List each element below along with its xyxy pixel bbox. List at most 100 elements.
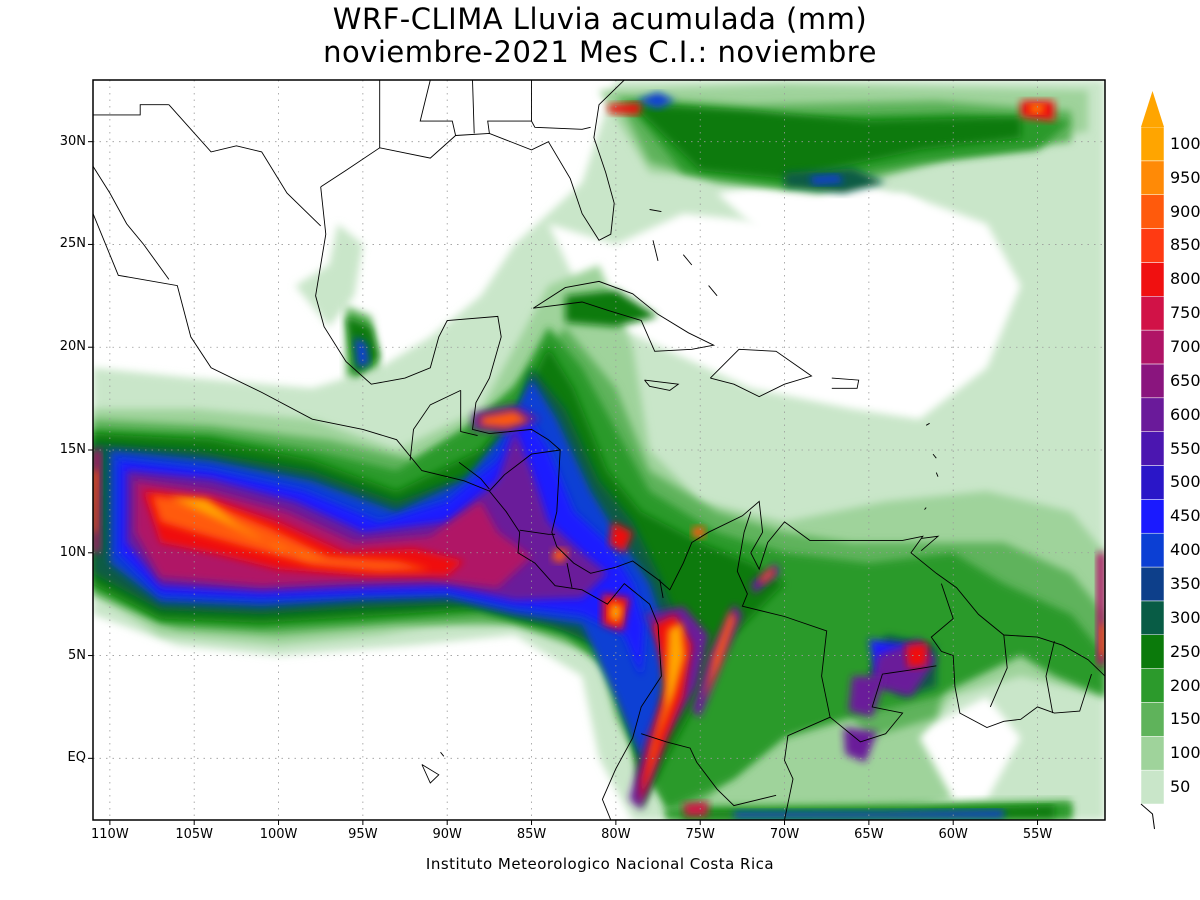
rainfall-contour-250 — [632, 104, 1021, 179]
legend-swatch — [1140, 499, 1165, 534]
legend-swatch — [1140, 769, 1165, 805]
coastline-segment — [458, 461, 490, 490]
legend-swatch — [1140, 702, 1165, 737]
coastline-segment — [925, 422, 930, 426]
legend-swatch — [1140, 126, 1165, 162]
legend-swatch — [1140, 600, 1165, 636]
rainfall-contour-400 — [354, 336, 370, 368]
coastline-segment — [315, 186, 1105, 677]
rainfall-contour-50 — [295, 223, 363, 327]
rainfall-contour-900 — [1099, 624, 1105, 656]
legend-swatch — [1140, 160, 1165, 195]
legend-swatch — [1140, 296, 1165, 331]
rainfall-contour-600 — [843, 727, 878, 763]
coastline-segment — [472, 80, 475, 134]
coastline-segment — [421, 764, 440, 784]
rainfall-contour-900 — [551, 548, 569, 564]
rainfall-contour-800 — [609, 521, 633, 553]
rainfall-contour-900 — [480, 410, 529, 428]
coastline-segment — [168, 104, 322, 227]
legend-label: 700 — [1170, 337, 1200, 357]
rainfall-contour-800 — [607, 102, 642, 115]
lon-tick-label: 75W — [685, 827, 715, 842]
lon-tick-label: 105W — [175, 827, 214, 842]
coastline-segment — [519, 529, 556, 535]
legend-label: 350 — [1170, 573, 1200, 593]
coastline-segment — [649, 209, 662, 213]
lat-tick-label: 20N — [59, 339, 86, 355]
coastline-segment — [831, 377, 860, 389]
coastline-segment — [930, 583, 1092, 728]
coastline-segment — [935, 472, 939, 477]
lon-tick-label: 100W — [259, 827, 298, 842]
legend-label: 300 — [1170, 607, 1200, 627]
lat-tick-label: 5N — [68, 647, 86, 663]
legend-label: 850 — [1170, 235, 1200, 255]
coastline-segment — [696, 762, 777, 807]
lon-tick-label: 80W — [601, 827, 631, 842]
coastline-segment — [736, 511, 831, 820]
coastline-segment — [531, 120, 591, 130]
coastline-segment — [532, 280, 716, 352]
rainfall-contour-900 — [691, 526, 706, 539]
lat-tick-label: 15N — [59, 442, 86, 457]
coastline-segment — [709, 348, 813, 398]
coastline-segment — [920, 535, 940, 552]
legend-swatch — [1140, 431, 1165, 466]
legend-swatch — [1140, 634, 1165, 669]
rainfall-contour-900 — [759, 567, 775, 584]
coastline-segment — [644, 379, 680, 391]
coastline-segment — [460, 390, 478, 437]
lon-tick-label: 70W — [769, 827, 800, 842]
legend-swatch — [1140, 532, 1165, 568]
axis-ticks — [88, 141, 1039, 825]
rainfall-contour-400 — [809, 174, 844, 185]
legend-swatch — [1140, 228, 1165, 263]
map-title-line1: WRF-CLIMA Lluvia acumulada (mm) — [332, 2, 868, 36]
coastline-segment — [93, 166, 170, 280]
rainfall-contour-1000 — [609, 602, 623, 623]
legend-label: 150 — [1170, 709, 1200, 729]
lon-tick-label: 95W — [348, 827, 378, 842]
lon-tick-label: 65W — [854, 827, 884, 842]
legend-label: 250 — [1170, 641, 1200, 661]
coastline-segment — [641, 733, 698, 763]
legend-label: 200 — [1170, 675, 1200, 695]
coastline-segment — [566, 563, 573, 588]
legend-swatch — [1140, 194, 1165, 229]
coastline-segment — [1045, 641, 1055, 714]
legend-swatch — [1140, 465, 1165, 500]
legend-arrow-top — [1141, 91, 1164, 127]
rainfall-contour-250 — [565, 289, 658, 327]
dry-area — [717, 172, 937, 265]
legend-swatch — [1140, 566, 1165, 602]
coastline-segment — [320, 80, 625, 241]
legend-swatch — [1140, 262, 1165, 297]
legend-swatch — [1140, 397, 1165, 432]
lon-tick-label: 60W — [938, 827, 968, 842]
rainfall-field — [93, 80, 1105, 820]
legend-swatch — [1140, 363, 1165, 399]
rainfall-contour-900 — [703, 610, 736, 701]
legend-label: 600 — [1170, 404, 1200, 424]
coastline-segment — [682, 254, 693, 266]
legend-arrow-bottom — [1140, 803, 1155, 830]
legend-label: 550 — [1170, 438, 1200, 458]
rainfall-contour-600 — [848, 676, 886, 718]
coastlines — [93, 80, 1105, 820]
legend-swatch — [1140, 736, 1165, 771]
coastline-segment — [440, 751, 445, 757]
coastline-segment — [93, 213, 662, 820]
legend-label: 650 — [1170, 370, 1200, 390]
rainfall-contour-750 — [683, 801, 709, 816]
lon-tick-label: 55W — [1022, 827, 1053, 842]
legend-label: 950 — [1170, 167, 1200, 187]
coastline-segment — [708, 285, 718, 297]
legend-label: 450 — [1170, 506, 1200, 526]
coastline-segment — [652, 240, 659, 262]
coastline-segment — [409, 389, 461, 461]
lon-tick-label: 85W — [516, 827, 547, 842]
rainfall-contour-800 — [906, 643, 928, 668]
